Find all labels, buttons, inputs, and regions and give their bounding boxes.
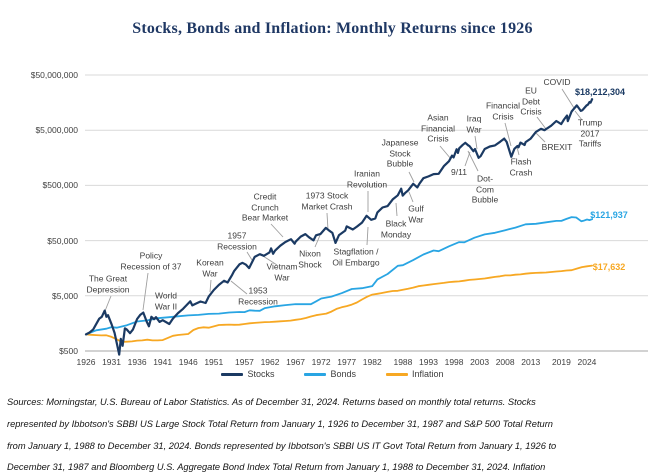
x-axis-label: 1957	[235, 357, 254, 367]
bonds-line	[85, 216, 593, 336]
annotation-1953-recession: 1953 Recession	[238, 285, 278, 307]
plot-area	[84, 74, 648, 356]
annotation-iranian-revolution: Iranian Revolution	[346, 168, 388, 190]
x-axis-label: 1962	[260, 357, 280, 367]
annotation-leader-stagflation-oil-embargo	[366, 226, 369, 246]
annotation-1973-stock-market-crash: 1973 Stock Market Crash	[301, 190, 353, 212]
footnote-line: Sources: Morningstar, U.S. Bureau of Lab…	[7, 396, 536, 407]
footnote-line: December 31, 1987 and Bloomberg U.S. Agg…	[7, 462, 546, 473]
y-axis-label: $5,000	[52, 290, 78, 301]
annotation-financial-crisis: Financial Crisis	[485, 100, 521, 122]
annotation-nixon-shock: Nixon Shock	[298, 248, 322, 270]
footnotes: Sources: Morningstar, U.S. Bureau of Lab…	[7, 386, 659, 474]
legend-item-stocks: Stocks	[221, 369, 274, 379]
legend: Stocks Bonds Inflation	[0, 369, 665, 379]
annotation-world-war-ii: World War II	[154, 290, 178, 312]
annotation-leader-eu-debt-crisis	[536, 116, 547, 130]
x-axis-label: 1931	[102, 357, 121, 367]
annotation-leader-flash-crash	[516, 146, 520, 156]
annotation-dot-com-bubble: Dot- Com Bubble	[471, 173, 499, 205]
annotation-eu-debt-crisis: EU Debt Crisis	[520, 85, 542, 117]
annotation-japanese-stock-bubble: Japanese Stock Bubble	[381, 137, 419, 169]
stocks-end-value: $18,212,304	[574, 87, 626, 97]
annotation-leader-covid	[561, 88, 575, 109]
legend-label: Stocks	[247, 369, 275, 379]
x-axis-label: 1936	[127, 357, 147, 367]
y-axis-label: $50,000,000	[30, 70, 78, 80]
x-axis-label: 2024	[577, 357, 597, 367]
annotation-leader-iraq-war	[474, 135, 478, 150]
inflation-line	[85, 264, 593, 343]
x-axis-label: 1977	[337, 357, 357, 367]
x-axis-label: 2008	[495, 357, 515, 367]
annotation-leader-black-monday	[395, 202, 398, 217]
legend-item-inflation: Inflation	[386, 369, 444, 379]
x-axis-label: 2003	[470, 357, 490, 367]
legend-label: Inflation	[412, 369, 444, 379]
annotation-leader-brexit	[534, 131, 546, 143]
x-axis-label: 2013	[521, 357, 541, 367]
annotation-leader-vietnam-war	[262, 255, 278, 266]
y-axis-label: $50,000	[47, 235, 78, 246]
annotation-iraq-war: Iraq War	[466, 113, 482, 135]
annotation-credit-crunch-bear-market: Credit Crunch Bear Market	[241, 191, 289, 223]
annotation-korean-war: Korean War	[196, 257, 224, 279]
x-axis-label: 1972	[311, 357, 331, 367]
bonds-legend-swatch	[304, 372, 327, 376]
annotation-brexit: BREXIT	[541, 141, 573, 152]
annotation-covid: COVID	[543, 76, 571, 87]
x-axis-label: 1967	[286, 357, 306, 367]
x-axis-label: 1941	[153, 357, 173, 367]
annotation-policy-recession-of-37: Policy Recession of 37	[120, 250, 182, 272]
y-axis-label: $500	[59, 346, 78, 356]
stocks-legend-swatch	[221, 372, 244, 376]
x-axis-label: 1998	[444, 357, 464, 367]
footnote-line: from January 1, 1988 to December 31, 202…	[7, 440, 557, 451]
y-axis-label: $500,000	[42, 180, 78, 191]
annotation-vietnam-war: Vietnam War	[266, 261, 298, 283]
annotation-leader-gulf-war	[408, 191, 414, 203]
x-axis-label: 1982	[362, 357, 382, 367]
annotation-leader-the-great-depression	[104, 295, 112, 312]
annotation-leader-asian-financial-crisis	[439, 145, 452, 160]
annotation-asian-financial-crisis: Asian Financial Crisis	[420, 112, 456, 144]
annotation-stagflation-oil-embargo: Stagflation / Oil Embargo	[332, 246, 380, 268]
annotation-leader-1953-recession	[230, 280, 248, 295]
annotation-gulf-war: Gulf War	[408, 203, 424, 225]
bonds-end-value: $121,937	[590, 210, 628, 220]
legend-label: Bonds	[330, 369, 356, 379]
annotation-9-11: 9/11	[451, 166, 467, 177]
annotation-1957-recession: 1957 Recession	[217, 230, 257, 252]
x-axis-label: 2019	[551, 357, 571, 367]
annotation-flash-crash: Flash Crash	[509, 156, 533, 178]
annotation-trump-2017-tariffs: Trump 2017 Tariffs	[577, 117, 603, 149]
inflation-legend-swatch	[386, 372, 408, 376]
annotation-the-great-depression: The Great Depression	[86, 273, 130, 295]
chart-title: Stocks, Bonds and Inflation: Monthly Ret…	[132, 20, 533, 37]
annotation-leader-trump-2017-tariffs	[574, 110, 583, 121]
annotation-leader-credit-crunch-bear-market	[270, 223, 284, 238]
x-axis-label: 1993	[419, 357, 438, 367]
x-axis-label: 1951	[204, 357, 224, 367]
annotation-leader-nixon-shock	[314, 232, 322, 248]
annotation-leader-financial-crisis	[504, 122, 512, 147]
annotation-leader-1973-stock-market-crash	[326, 212, 329, 231]
annotation-leader-dot-com-bubble	[467, 150, 479, 172]
footnote-line: represented by Ibbotson's SBBI US Large …	[7, 418, 553, 429]
x-axis-label: 1926	[76, 357, 96, 367]
annotation-leader-policy-recession-of-37	[142, 272, 149, 311]
inflation-end-value: $17,632	[592, 262, 626, 272]
stocks-line	[84, 98, 594, 356]
annotation-leader-1957-recession	[246, 251, 253, 261]
x-axis-label: 1988	[393, 357, 413, 367]
annotation-leader-japanese-stock-bubble	[408, 171, 415, 183]
legend-item-bonds: Bonds	[304, 369, 356, 379]
y-axis-label: $5,000,000	[35, 125, 78, 136]
annotation-leader-korean-war	[209, 279, 212, 293]
annotation-black-monday: Black Monday	[380, 218, 412, 240]
x-axis-label: 1946	[178, 357, 198, 367]
